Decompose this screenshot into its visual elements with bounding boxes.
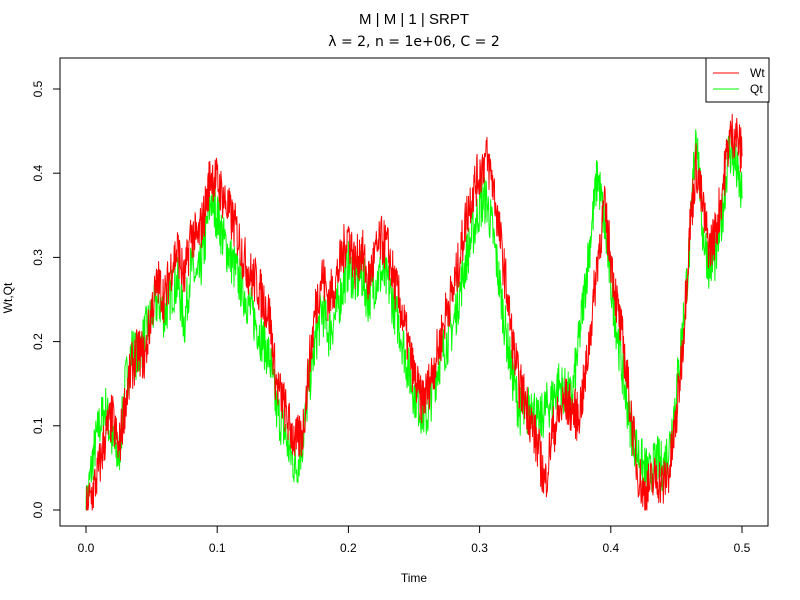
- x-tick-label: 0.2: [340, 541, 357, 555]
- x-tick-label: 0.0: [78, 541, 95, 555]
- x-tick-label: 0.3: [471, 541, 488, 555]
- legend: Wt Qt: [705, 57, 770, 103]
- chart-title: M | M | 1 | SRPT: [359, 11, 469, 28]
- chart-subtitle: λ = 2, n = 1e+06, C = 2: [328, 34, 500, 50]
- legend-label-qt: Qt: [750, 82, 763, 96]
- y-axis-title: Wt,Qt: [1, 282, 15, 313]
- x-tick-label: 0.1: [209, 541, 226, 555]
- y-tick-label: 0.3: [31, 249, 45, 266]
- y-tick-label: 0.2: [31, 333, 45, 350]
- series-line-wt: [85, 113, 743, 511]
- y-tick-label: 0.4: [31, 165, 45, 182]
- y-axis: 0.0 0.1 0.2 0.3 0.4 0.5: [31, 80, 61, 518]
- y-tick-label: 0.0: [31, 501, 45, 518]
- x-tick-label: 0.5: [734, 541, 751, 555]
- legend-box: [705, 57, 770, 103]
- y-tick-label: 0.5: [31, 80, 45, 97]
- series-layer: [85, 113, 743, 511]
- legend-label-wt: Wt: [750, 66, 765, 80]
- series-line-qt: [85, 129, 743, 511]
- x-axis-title: Time: [401, 571, 428, 585]
- x-axis: 0.0 0.1 0.2 0.3 0.4 0.5: [78, 525, 751, 555]
- x-tick-label: 0.4: [602, 541, 619, 555]
- y-tick-label: 0.1: [31, 417, 45, 434]
